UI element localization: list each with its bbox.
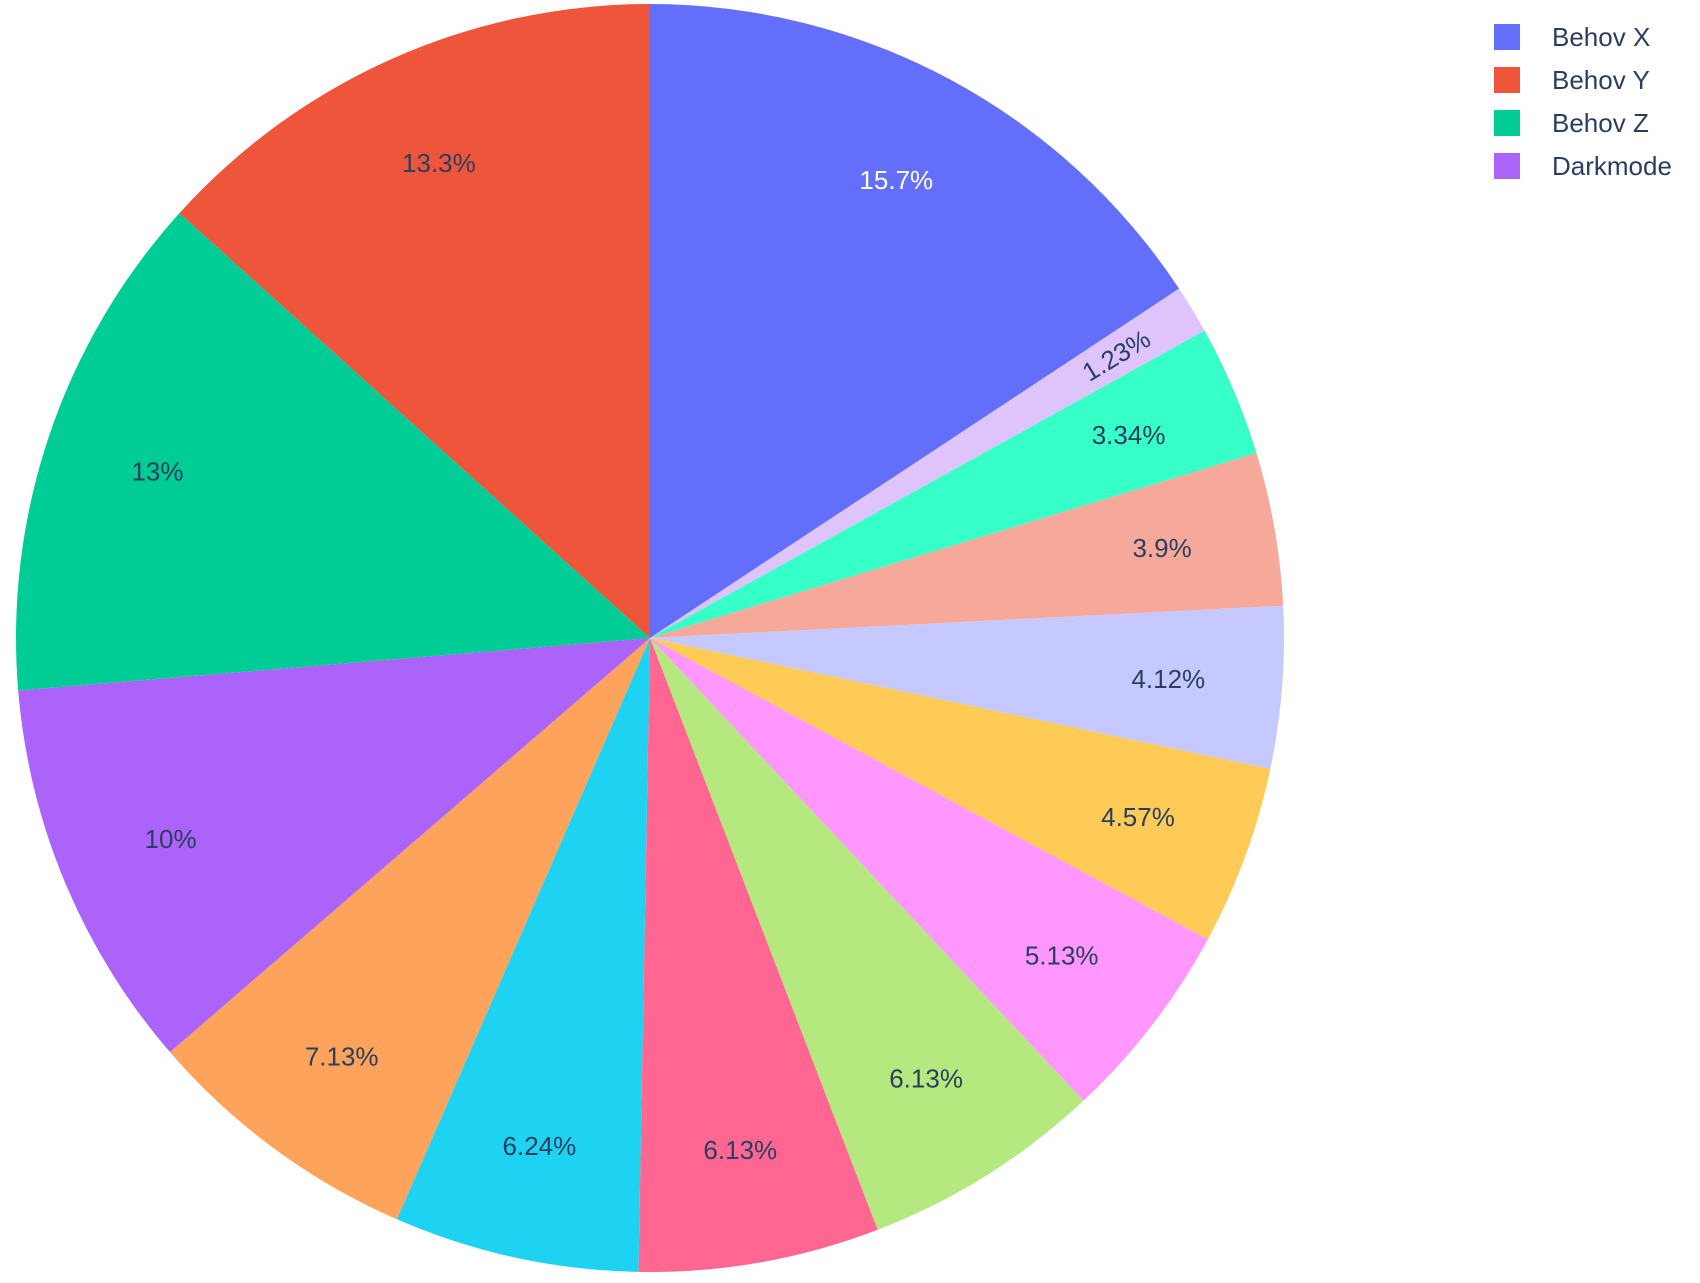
legend-swatch[interactable] — [1494, 24, 1520, 50]
pie-slices — [15, 4, 1285, 1272]
slice-percent-label: 5.13% — [1025, 940, 1099, 970]
pie-slice-5[interactable] — [650, 605, 1285, 770]
legend-label[interactable]: Darkmode — [1552, 151, 1672, 181]
legend-label[interactable]: Behov Y — [1552, 65, 1650, 95]
slice-percent-label: 6.13% — [889, 1064, 963, 1094]
pie-slice-13[interactable] — [15, 213, 650, 691]
pie-slice-8[interactable] — [650, 638, 1084, 1230]
legend-swatch[interactable] — [1494, 110, 1520, 136]
legend-label[interactable]: Behov X — [1552, 22, 1650, 52]
pie-slice-11[interactable] — [169, 638, 650, 1220]
slice-percent-label: 4.12% — [1131, 664, 1205, 694]
pie-slice-3[interactable] — [650, 330, 1257, 638]
slice-percent-label: 15.7% — [859, 165, 933, 195]
pie-slice-2[interactable] — [650, 288, 1205, 638]
slice-percent-label: 13.3% — [402, 148, 476, 178]
pie-slice-1[interactable] — [650, 4, 1180, 638]
pie-slice-7[interactable] — [650, 638, 1208, 1101]
pie-labels: 15.7%1.23%3.34%3.9%4.12%4.57%5.13%6.13%6… — [131, 148, 1205, 1165]
pie-slice-6[interactable] — [650, 638, 1271, 940]
legend-label[interactable]: Behov Z — [1552, 108, 1649, 138]
pie-slice-12[interactable] — [18, 638, 651, 1053]
pie-slice-14[interactable] — [179, 4, 650, 638]
slice-percent-label: 7.13% — [305, 1042, 379, 1072]
slice-percent-label: 10% — [145, 824, 197, 854]
slice-percent-label: 3.9% — [1132, 533, 1191, 563]
slice-percent-label: 3.34% — [1092, 420, 1166, 450]
legend: Behov X Behov Y Behov Z Darkmode — [1494, 22, 1672, 181]
slice-percent-label: 4.57% — [1101, 802, 1175, 832]
pie-slice-9[interactable] — [638, 638, 878, 1272]
slice-percent-label: 6.24% — [503, 1131, 577, 1161]
pie-slice-4[interactable] — [650, 452, 1284, 638]
slice-percent-label: 6.13% — [703, 1135, 777, 1165]
legend-swatch[interactable] — [1494, 67, 1520, 93]
pie-slice-10[interactable] — [396, 638, 650, 1272]
legend-swatch[interactable] — [1494, 153, 1520, 179]
slice-percent-label: 13% — [131, 457, 183, 487]
